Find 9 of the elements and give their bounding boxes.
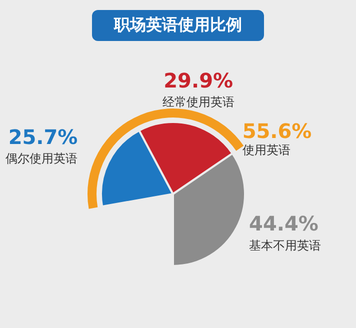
- slice-label: 经常使用英语: [162, 95, 234, 110]
- data-label: 29.9%: [164, 68, 234, 92]
- text: 使用英语: [242, 142, 290, 157]
- slice-label: 基本不用英语: [249, 238, 322, 252]
- chart-title: 职场英语使用比例: [92, 10, 264, 41]
- data-label: 25.7%: [8, 124, 78, 149]
- data-label: 44.4%: [249, 211, 318, 236]
- text: 55.6%: [242, 118, 312, 143]
- slice-label: 偶尔使用英语: [6, 152, 78, 166]
